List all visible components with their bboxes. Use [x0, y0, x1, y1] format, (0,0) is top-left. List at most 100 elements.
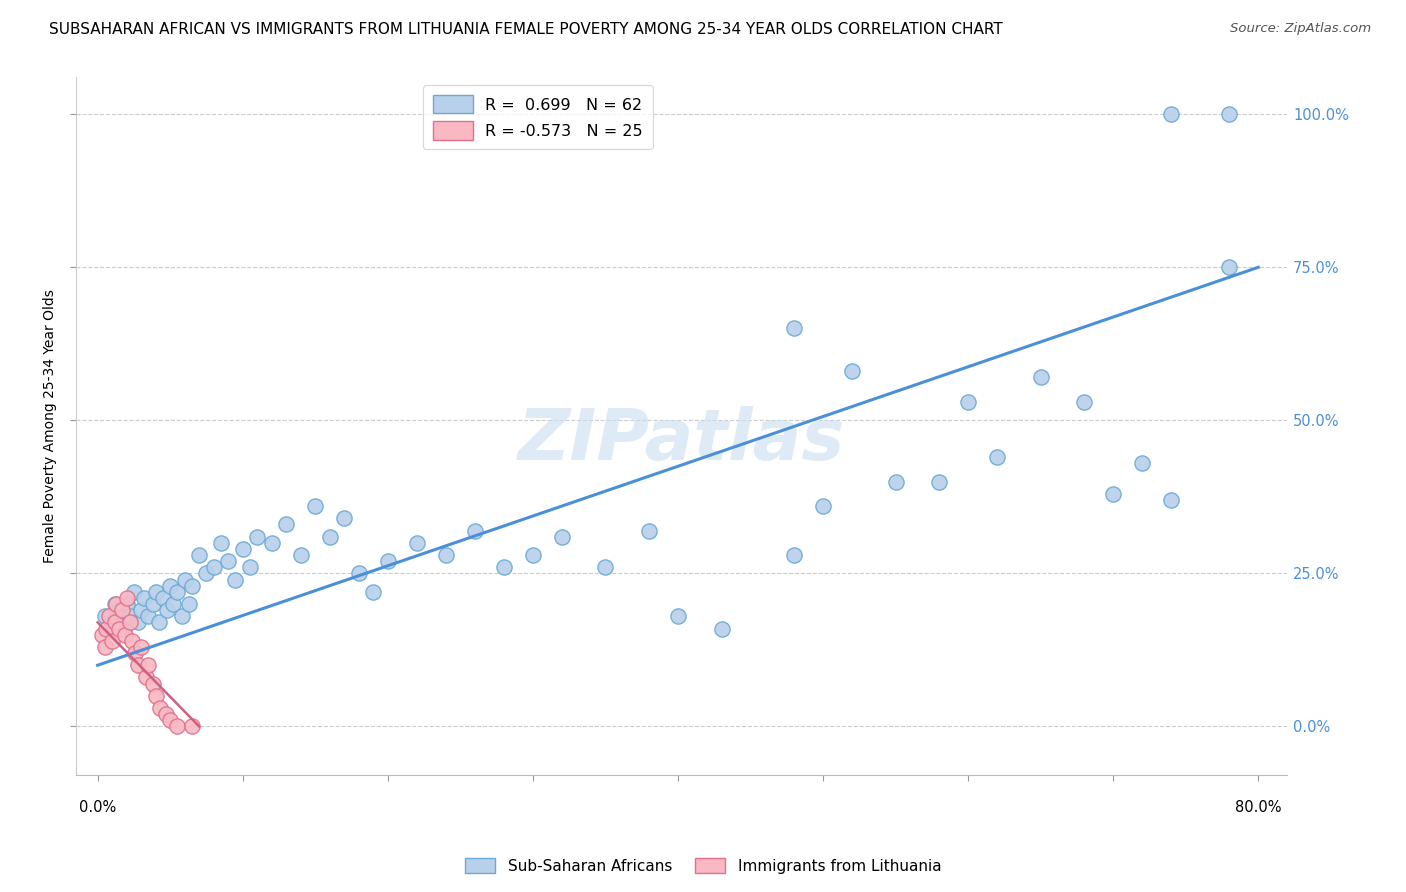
Text: 80.0%: 80.0% [1234, 800, 1282, 815]
Point [1160, 107, 1182, 121]
Point [96, 622, 118, 636]
Text: ZIPatlas: ZIPatlas [517, 406, 845, 475]
Point [101, 633, 124, 648]
Point [884, 475, 907, 489]
Point [91, 627, 114, 641]
Text: Source: ZipAtlas.com: Source: ZipAtlas.com [1230, 22, 1371, 36]
Point [260, 536, 283, 550]
Point [1130, 456, 1153, 470]
Point [145, 689, 167, 703]
Point [209, 536, 232, 550]
Point [166, 719, 188, 733]
Point [276, 517, 298, 532]
Point [121, 633, 143, 648]
Point [177, 597, 200, 611]
Point [363, 584, 385, 599]
Point [217, 554, 239, 568]
Point [94, 609, 117, 624]
Point [232, 541, 254, 556]
Point [129, 640, 152, 654]
Point [159, 714, 181, 728]
Point [811, 499, 834, 513]
Point [710, 622, 733, 636]
Point [181, 579, 204, 593]
Point [783, 548, 806, 562]
Point [166, 584, 188, 599]
Point [1029, 370, 1052, 384]
Text: 0.0%: 0.0% [79, 800, 117, 815]
Point [112, 622, 135, 636]
Point [124, 646, 146, 660]
Point [202, 560, 225, 574]
Point [1073, 395, 1095, 409]
Point [108, 622, 131, 636]
Point [122, 584, 145, 599]
Point [181, 719, 204, 733]
Point [94, 640, 117, 654]
Point [127, 615, 149, 630]
Point [522, 548, 544, 562]
Point [149, 701, 172, 715]
Point [1102, 487, 1125, 501]
Point [783, 321, 806, 335]
Point [170, 609, 193, 624]
Point [155, 707, 177, 722]
Point [115, 597, 138, 611]
Point [319, 530, 342, 544]
Point [377, 554, 399, 568]
Y-axis label: Female Poverty Among 25-34 Year Olds: Female Poverty Among 25-34 Year Olds [44, 290, 58, 564]
Point [347, 566, 370, 581]
Point [132, 591, 155, 605]
Point [118, 615, 141, 630]
Point [434, 548, 457, 562]
Point [115, 591, 138, 605]
Point [841, 364, 863, 378]
Point [1218, 260, 1240, 275]
Point [114, 627, 136, 641]
Point [304, 499, 326, 513]
Point [551, 530, 574, 544]
Point [666, 609, 689, 624]
Point [152, 591, 174, 605]
Point [224, 573, 246, 587]
Point [1218, 107, 1240, 121]
Point [290, 548, 312, 562]
Point [148, 615, 170, 630]
Point [111, 603, 134, 617]
Point [129, 603, 152, 617]
Legend: R =  0.699   N = 62, R = -0.573   N = 25: R = 0.699 N = 62, R = -0.573 N = 25 [423, 86, 652, 150]
Text: SUBSAHARAN AFRICAN VS IMMIGRANTS FROM LITHUANIA FEMALE POVERTY AMONG 25-34 YEAR : SUBSAHARAN AFRICAN VS IMMIGRANTS FROM LI… [49, 22, 1002, 37]
Point [138, 609, 160, 624]
Point [98, 609, 121, 624]
Point [145, 584, 167, 599]
Legend: Sub-Saharan Africans, Immigrants from Lithuania: Sub-Saharan Africans, Immigrants from Li… [458, 852, 948, 880]
Point [1160, 492, 1182, 507]
Point [127, 658, 149, 673]
Point [246, 530, 269, 544]
Point [156, 603, 179, 617]
Point [118, 609, 141, 624]
Point [188, 548, 211, 562]
Point [105, 597, 128, 611]
Point [108, 603, 131, 617]
Point [928, 475, 950, 489]
Point [101, 615, 124, 630]
Point [173, 573, 195, 587]
Point [195, 566, 218, 581]
Point [957, 395, 980, 409]
Point [333, 511, 356, 525]
Point [595, 560, 617, 574]
Point [239, 560, 262, 574]
Point [638, 524, 661, 538]
Point [134, 671, 156, 685]
Point [104, 615, 127, 630]
Point [405, 536, 427, 550]
Point [138, 658, 160, 673]
Point [162, 597, 184, 611]
Point [464, 524, 486, 538]
Point [142, 597, 165, 611]
Point [104, 597, 127, 611]
Point [492, 560, 515, 574]
Point [986, 450, 1008, 464]
Point [142, 676, 165, 690]
